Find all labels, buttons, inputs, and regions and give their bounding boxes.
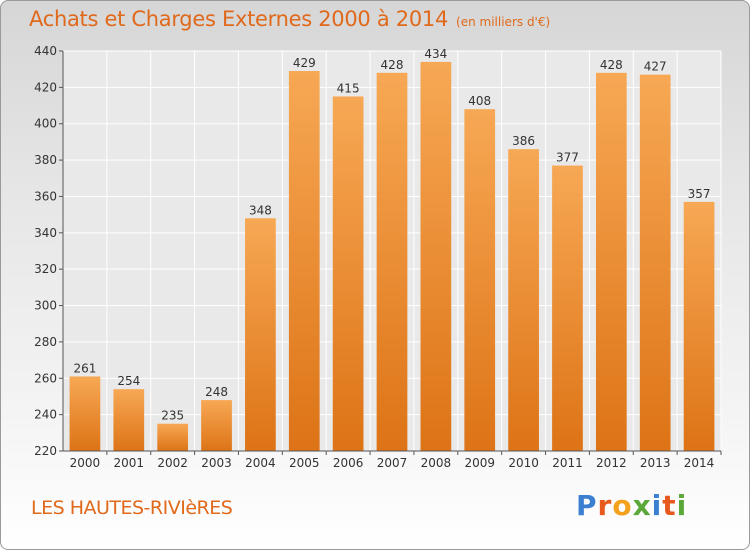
data-label: 235 bbox=[161, 409, 184, 423]
x-tick-label: 2002 bbox=[157, 456, 188, 470]
y-tick-label: 280 bbox=[34, 335, 57, 349]
x-tick-label: 2005 bbox=[289, 456, 320, 470]
bar-2014 bbox=[683, 201, 715, 451]
x-tick-label: 2009 bbox=[464, 456, 495, 470]
data-label: 429 bbox=[293, 56, 316, 70]
bar-2008 bbox=[420, 61, 452, 452]
bar-2003 bbox=[201, 400, 232, 451]
chart-title-text: Achats et Charges Externes 2000 à 2014 bbox=[29, 7, 449, 31]
data-label: 348 bbox=[249, 203, 272, 217]
data-label: 427 bbox=[644, 60, 667, 74]
x-tick-label: 2003 bbox=[201, 456, 232, 470]
x-tick-label: 2014 bbox=[684, 456, 715, 470]
y-tick-label: 400 bbox=[34, 117, 57, 131]
data-label: 386 bbox=[512, 134, 535, 148]
x-tick-label: 2013 bbox=[640, 456, 671, 470]
data-label: 415 bbox=[337, 81, 360, 95]
data-label: 254 bbox=[117, 374, 140, 388]
x-tick-label: 2000 bbox=[70, 456, 101, 470]
chart-unit: (en milliers d'€) bbox=[456, 15, 551, 29]
logo-letter: t bbox=[662, 489, 677, 522]
y-tick-label: 300 bbox=[34, 299, 57, 313]
bar-2010 bbox=[508, 149, 539, 451]
data-label: 428 bbox=[381, 58, 404, 72]
logo-letter: o bbox=[612, 489, 633, 522]
y-tick-label: 260 bbox=[34, 371, 57, 385]
bar-2004 bbox=[245, 218, 276, 451]
y-tick-label: 380 bbox=[34, 153, 57, 167]
x-tick-label: 2012 bbox=[596, 456, 627, 470]
x-tick-label: 2010 bbox=[508, 456, 539, 470]
logo-letter: x bbox=[632, 489, 652, 522]
y-tick-label: 360 bbox=[34, 189, 57, 203]
bar-2005 bbox=[288, 71, 320, 451]
bar-2012 bbox=[595, 72, 627, 452]
x-tick-label: 2004 bbox=[245, 456, 276, 470]
data-label: 377 bbox=[556, 151, 579, 165]
chart-title: Achats et Charges Externes 2000 à 2014 (e… bbox=[29, 7, 550, 31]
bar-2000 bbox=[69, 376, 101, 451]
y-tick-label: 440 bbox=[34, 44, 57, 58]
data-label: 428 bbox=[600, 58, 623, 72]
bar-2013 bbox=[639, 74, 671, 452]
data-label: 408 bbox=[468, 94, 491, 108]
data-label: 261 bbox=[73, 361, 96, 375]
y-tick-label: 220 bbox=[34, 444, 57, 458]
logo-letter: P bbox=[576, 489, 598, 522]
commune-name: LES HAUTES-RIVIèRES bbox=[31, 497, 233, 519]
bars: 261 254 235 248 348 429 415 428 434 408 386 377 428 4… bbox=[69, 47, 715, 452]
y-tick-label: 320 bbox=[34, 262, 57, 276]
axes: 220 240 260 280 300 320 340 360 380 400 420 440 2000… bbox=[34, 44, 722, 470]
bar-2011 bbox=[552, 165, 583, 451]
bar-2001 bbox=[113, 389, 145, 451]
bar-2002 bbox=[157, 423, 189, 451]
x-tick-label: 2008 bbox=[421, 456, 452, 470]
y-tick-label: 240 bbox=[34, 408, 57, 422]
x-tick-label: 2007 bbox=[377, 456, 408, 470]
data-label: 248 bbox=[205, 385, 228, 399]
data-label: 357 bbox=[688, 187, 711, 201]
y-tick-label: 340 bbox=[34, 226, 57, 240]
y-tick-label: 420 bbox=[34, 80, 57, 94]
logo-letter: i bbox=[651, 489, 663, 522]
logo-letter: i bbox=[676, 489, 688, 522]
logo-letter: r bbox=[597, 489, 613, 522]
x-tick-label: 2011 bbox=[552, 456, 583, 470]
bar-2009 bbox=[464, 109, 496, 451]
x-tick-label: 2006 bbox=[333, 456, 364, 470]
bar-2007 bbox=[376, 72, 408, 452]
bar-2006 bbox=[332, 96, 364, 452]
x-tick-label: 2001 bbox=[114, 456, 145, 470]
data-label: 434 bbox=[424, 47, 447, 61]
proxiti-logo: Proxiti bbox=[576, 489, 687, 522]
